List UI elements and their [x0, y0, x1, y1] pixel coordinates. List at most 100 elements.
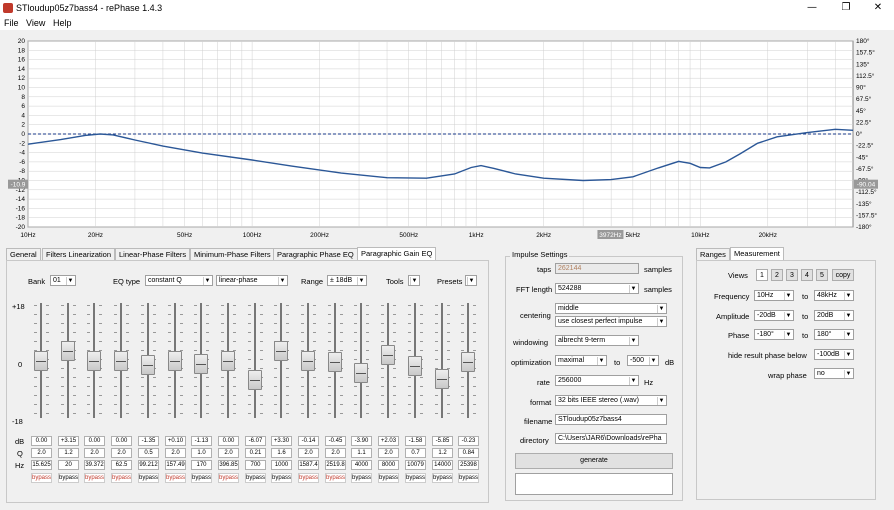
tab-paragraphic-gain-eq[interactable]: Paragraphic Gain EQ	[357, 247, 437, 260]
band-slider-thumb[interactable]	[435, 369, 449, 389]
band-slider-thumb[interactable]	[194, 354, 208, 374]
tab-filters-linearization[interactable]: Filters Linearization	[42, 248, 116, 260]
response-plot[interactable]: 10Hz 20Hz 50Hz 100Hz 200Hz 500Hz 1kHz 2kHz 5kHz 1…	[0, 32, 894, 242]
band-frequency-field[interactable]: 39.372	[84, 460, 105, 470]
band-bypass-toggle[interactable]: bypass	[111, 473, 132, 483]
band-bypass-toggle[interactable]: bypass	[218, 473, 239, 483]
band-slider-thumb[interactable]	[34, 351, 48, 371]
generate-button[interactable]: generate	[515, 453, 673, 469]
phase-to-select[interactable]: 180° ▼	[814, 329, 854, 340]
band-frequency-field[interactable]: 157.49	[165, 460, 186, 470]
range-select[interactable]: ± 18dB ▼	[327, 275, 367, 286]
freq-from-select[interactable]: 10Hz ▼	[754, 290, 794, 301]
tab-general[interactable]: General	[6, 248, 41, 260]
band-slider-thumb[interactable]	[221, 351, 235, 371]
band-q-field[interactable]: 2.0	[31, 448, 52, 458]
optimization-db-select[interactable]: -500 ▼	[627, 355, 659, 366]
band-frequency-field[interactable]: 396.85	[218, 460, 239, 470]
band-gain-field[interactable]: -6.07	[245, 436, 266, 446]
band-q-field[interactable]: 2.0	[84, 448, 105, 458]
copy-view-button[interactable]: copy	[832, 269, 854, 281]
fft-length-select[interactable]: 524288 ▼	[555, 283, 639, 294]
tab-linear-phase-filters[interactable]: Linear-Phase Filters	[115, 248, 191, 260]
band-bypass-toggle[interactable]: bypass	[458, 473, 479, 483]
band-bypass-toggle[interactable]: bypass	[138, 473, 159, 483]
close-button[interactable]: ✕	[873, 2, 883, 13]
band-frequency-field[interactable]: 62.5	[111, 460, 132, 470]
band-slider-thumb[interactable]	[408, 356, 422, 376]
band-bypass-toggle[interactable]: bypass	[351, 473, 372, 483]
band-q-field[interactable]: 2.0	[218, 448, 239, 458]
band-frequency-field[interactable]: 700	[245, 460, 266, 470]
band-frequency-field[interactable]: 20	[58, 460, 79, 470]
band-gain-field[interactable]: +3.30	[271, 436, 292, 446]
band-slider-thumb[interactable]	[274, 341, 288, 361]
band-q-field[interactable]: 2.0	[378, 448, 399, 458]
presets-dropdown[interactable]: ▼	[465, 275, 477, 286]
tab-paragraphic-phase-eq[interactable]: Paragraphic Phase EQ	[273, 248, 358, 260]
band-gain-field[interactable]: -1.35	[138, 436, 159, 446]
band-bypass-toggle[interactable]: bypass	[58, 473, 79, 483]
bank-select[interactable]: 01 ▼	[50, 275, 76, 286]
band-slider-thumb[interactable]	[328, 352, 342, 372]
band-gain-field[interactable]: -1.58	[405, 436, 426, 446]
band-q-field[interactable]: 2.0	[298, 448, 319, 458]
band-gain-field[interactable]: +0.10	[165, 436, 186, 446]
band-q-field[interactable]: 1.0	[191, 448, 212, 458]
tools-menu[interactable]: Tools	[386, 277, 404, 286]
menu-file[interactable]: File	[4, 18, 19, 28]
menu-view[interactable]: View	[26, 18, 46, 28]
minimize-button[interactable]: —	[807, 2, 817, 13]
freq-to-select[interactable]: 48kHz ▼	[814, 290, 854, 301]
band-gain-field[interactable]: -0.14	[298, 436, 319, 446]
band-slider-thumb[interactable]	[248, 370, 262, 390]
band-gain-field[interactable]: +3.15	[58, 436, 79, 446]
band-frequency-field[interactable]: 4000	[351, 460, 372, 470]
band-q-field[interactable]: 0.21	[245, 448, 266, 458]
band-gain-field[interactable]: -5.85	[432, 436, 453, 446]
eq-type-select[interactable]: constant Q ▼	[145, 275, 213, 286]
band-gain-field[interactable]: 0.00	[111, 436, 132, 446]
presets-menu[interactable]: Presets	[437, 277, 463, 286]
band-q-field[interactable]: 2.0	[111, 448, 132, 458]
phase-type-select[interactable]: linear-phase ▼	[216, 275, 288, 286]
band-bypass-toggle[interactable]: bypass	[191, 473, 212, 483]
band-gain-field[interactable]: -0.23	[458, 436, 479, 446]
band-frequency-field[interactable]: 8000	[378, 460, 399, 470]
band-q-field[interactable]: 0.7	[405, 448, 426, 458]
band-gain-field[interactable]: 0.00	[218, 436, 239, 446]
band-q-field[interactable]: 1.1	[351, 448, 372, 458]
hide-phase-select[interactable]: -100dB ▼	[814, 349, 854, 360]
band-frequency-field[interactable]: 1000	[271, 460, 292, 470]
centering-mode-select[interactable]: use closest perfect impulse ▼	[555, 316, 667, 327]
band-frequency-field[interactable]: 2519.8	[325, 460, 346, 470]
windowing-select[interactable]: albrecht 9-term ▼	[555, 335, 639, 346]
band-frequency-field[interactable]: 25398	[458, 460, 479, 470]
band-gain-field[interactable]: -3.90	[351, 436, 372, 446]
band-slider-thumb[interactable]	[114, 351, 128, 371]
view-5-button[interactable]: 5	[816, 269, 828, 281]
band-q-field[interactable]: 0.84	[458, 448, 479, 458]
tab-measurement[interactable]: Measurement	[730, 247, 784, 260]
band-q-field[interactable]: 0.5	[138, 448, 159, 458]
band-bypass-toggle[interactable]: bypass	[432, 473, 453, 483]
band-q-field[interactable]: 1.2	[432, 448, 453, 458]
band-slider-thumb[interactable]	[301, 351, 315, 371]
centering-select[interactable]: middle ▼	[555, 303, 667, 314]
band-slider-thumb[interactable]	[61, 341, 75, 361]
view-2-button[interactable]: 2	[771, 269, 783, 281]
band-gain-field[interactable]: +2.03	[378, 436, 399, 446]
restore-button[interactable]: ❐	[841, 2, 851, 13]
rate-select[interactable]: 256000 ▼	[555, 375, 639, 386]
band-bypass-toggle[interactable]: bypass	[298, 473, 319, 483]
band-slider-thumb[interactable]	[381, 345, 395, 365]
band-q-field[interactable]: 2.0	[325, 448, 346, 458]
band-bypass-toggle[interactable]: bypass	[165, 473, 186, 483]
filename-input[interactable]: STloudup05z7bass4	[555, 414, 667, 425]
amp-to-select[interactable]: 20dB ▼	[814, 310, 854, 321]
tab-minimum-phase-filters[interactable]: Minimum-Phase Filters	[190, 248, 275, 260]
band-slider-thumb[interactable]	[141, 355, 155, 375]
amp-from-select[interactable]: -20dB ▼	[754, 310, 794, 321]
band-slider-thumb[interactable]	[461, 352, 475, 372]
menu-help[interactable]: Help	[53, 18, 72, 28]
